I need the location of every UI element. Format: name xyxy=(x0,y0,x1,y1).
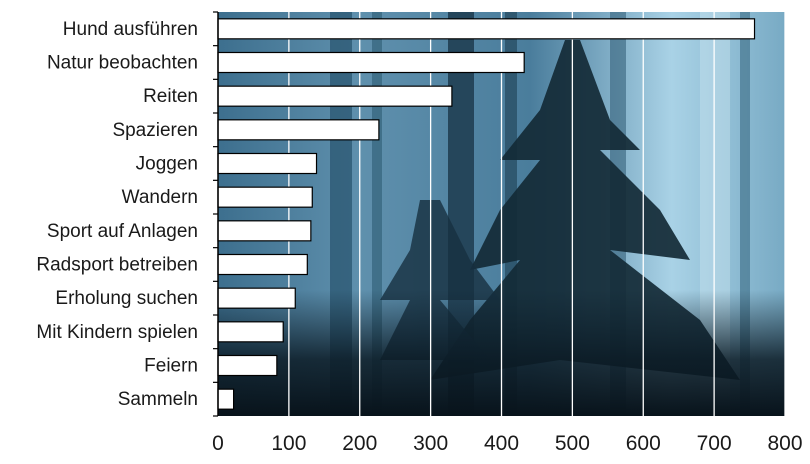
bar xyxy=(217,152,318,175)
category-label: Hund ausführen xyxy=(63,19,198,40)
bar xyxy=(217,186,313,208)
category-label: Feiern xyxy=(144,356,198,377)
x-tick-label: 200 xyxy=(342,432,377,455)
category-label: Joggen xyxy=(136,154,198,175)
category-label: Erholung suchen xyxy=(55,288,198,309)
x-tick-label: 500 xyxy=(555,432,590,455)
x-tick-label: 400 xyxy=(484,432,519,455)
x-tick-labels: 0 100 200 300 400 500 600 700 800 xyxy=(212,432,802,455)
bar xyxy=(217,85,453,107)
bar xyxy=(217,119,380,141)
gridlines xyxy=(288,12,786,416)
y-tick-marks xyxy=(213,11,218,417)
category-label: Sport auf Anlagen xyxy=(47,221,198,242)
x-tick-label: 800 xyxy=(767,432,802,455)
x-tick-label: 100 xyxy=(271,432,306,455)
category-label: Sammeln xyxy=(118,389,198,410)
bar xyxy=(217,354,278,377)
category-label: Reiten xyxy=(143,86,198,107)
x-tick-label: 0 xyxy=(212,432,224,455)
category-label: Wandern xyxy=(122,187,198,208)
bar xyxy=(217,18,756,40)
category-label: Spazieren xyxy=(112,120,198,141)
x-tick-label: 300 xyxy=(413,432,448,455)
category-label: Natur beobachten xyxy=(47,53,198,74)
x-tick-label: 700 xyxy=(697,432,732,455)
x-tick-label: 600 xyxy=(626,432,661,455)
bar xyxy=(217,220,312,242)
category-label: Radsport betreiben xyxy=(36,255,198,276)
bar xyxy=(217,388,235,410)
bar xyxy=(217,51,525,74)
bar xyxy=(217,287,296,309)
bar xyxy=(217,321,284,343)
category-label: Mit Kindern spielen xyxy=(36,322,198,343)
bars xyxy=(217,18,756,410)
bar xyxy=(217,253,308,276)
category-labels: Hund ausführen Natur beobachten Reiten Spaz… xyxy=(36,19,198,410)
